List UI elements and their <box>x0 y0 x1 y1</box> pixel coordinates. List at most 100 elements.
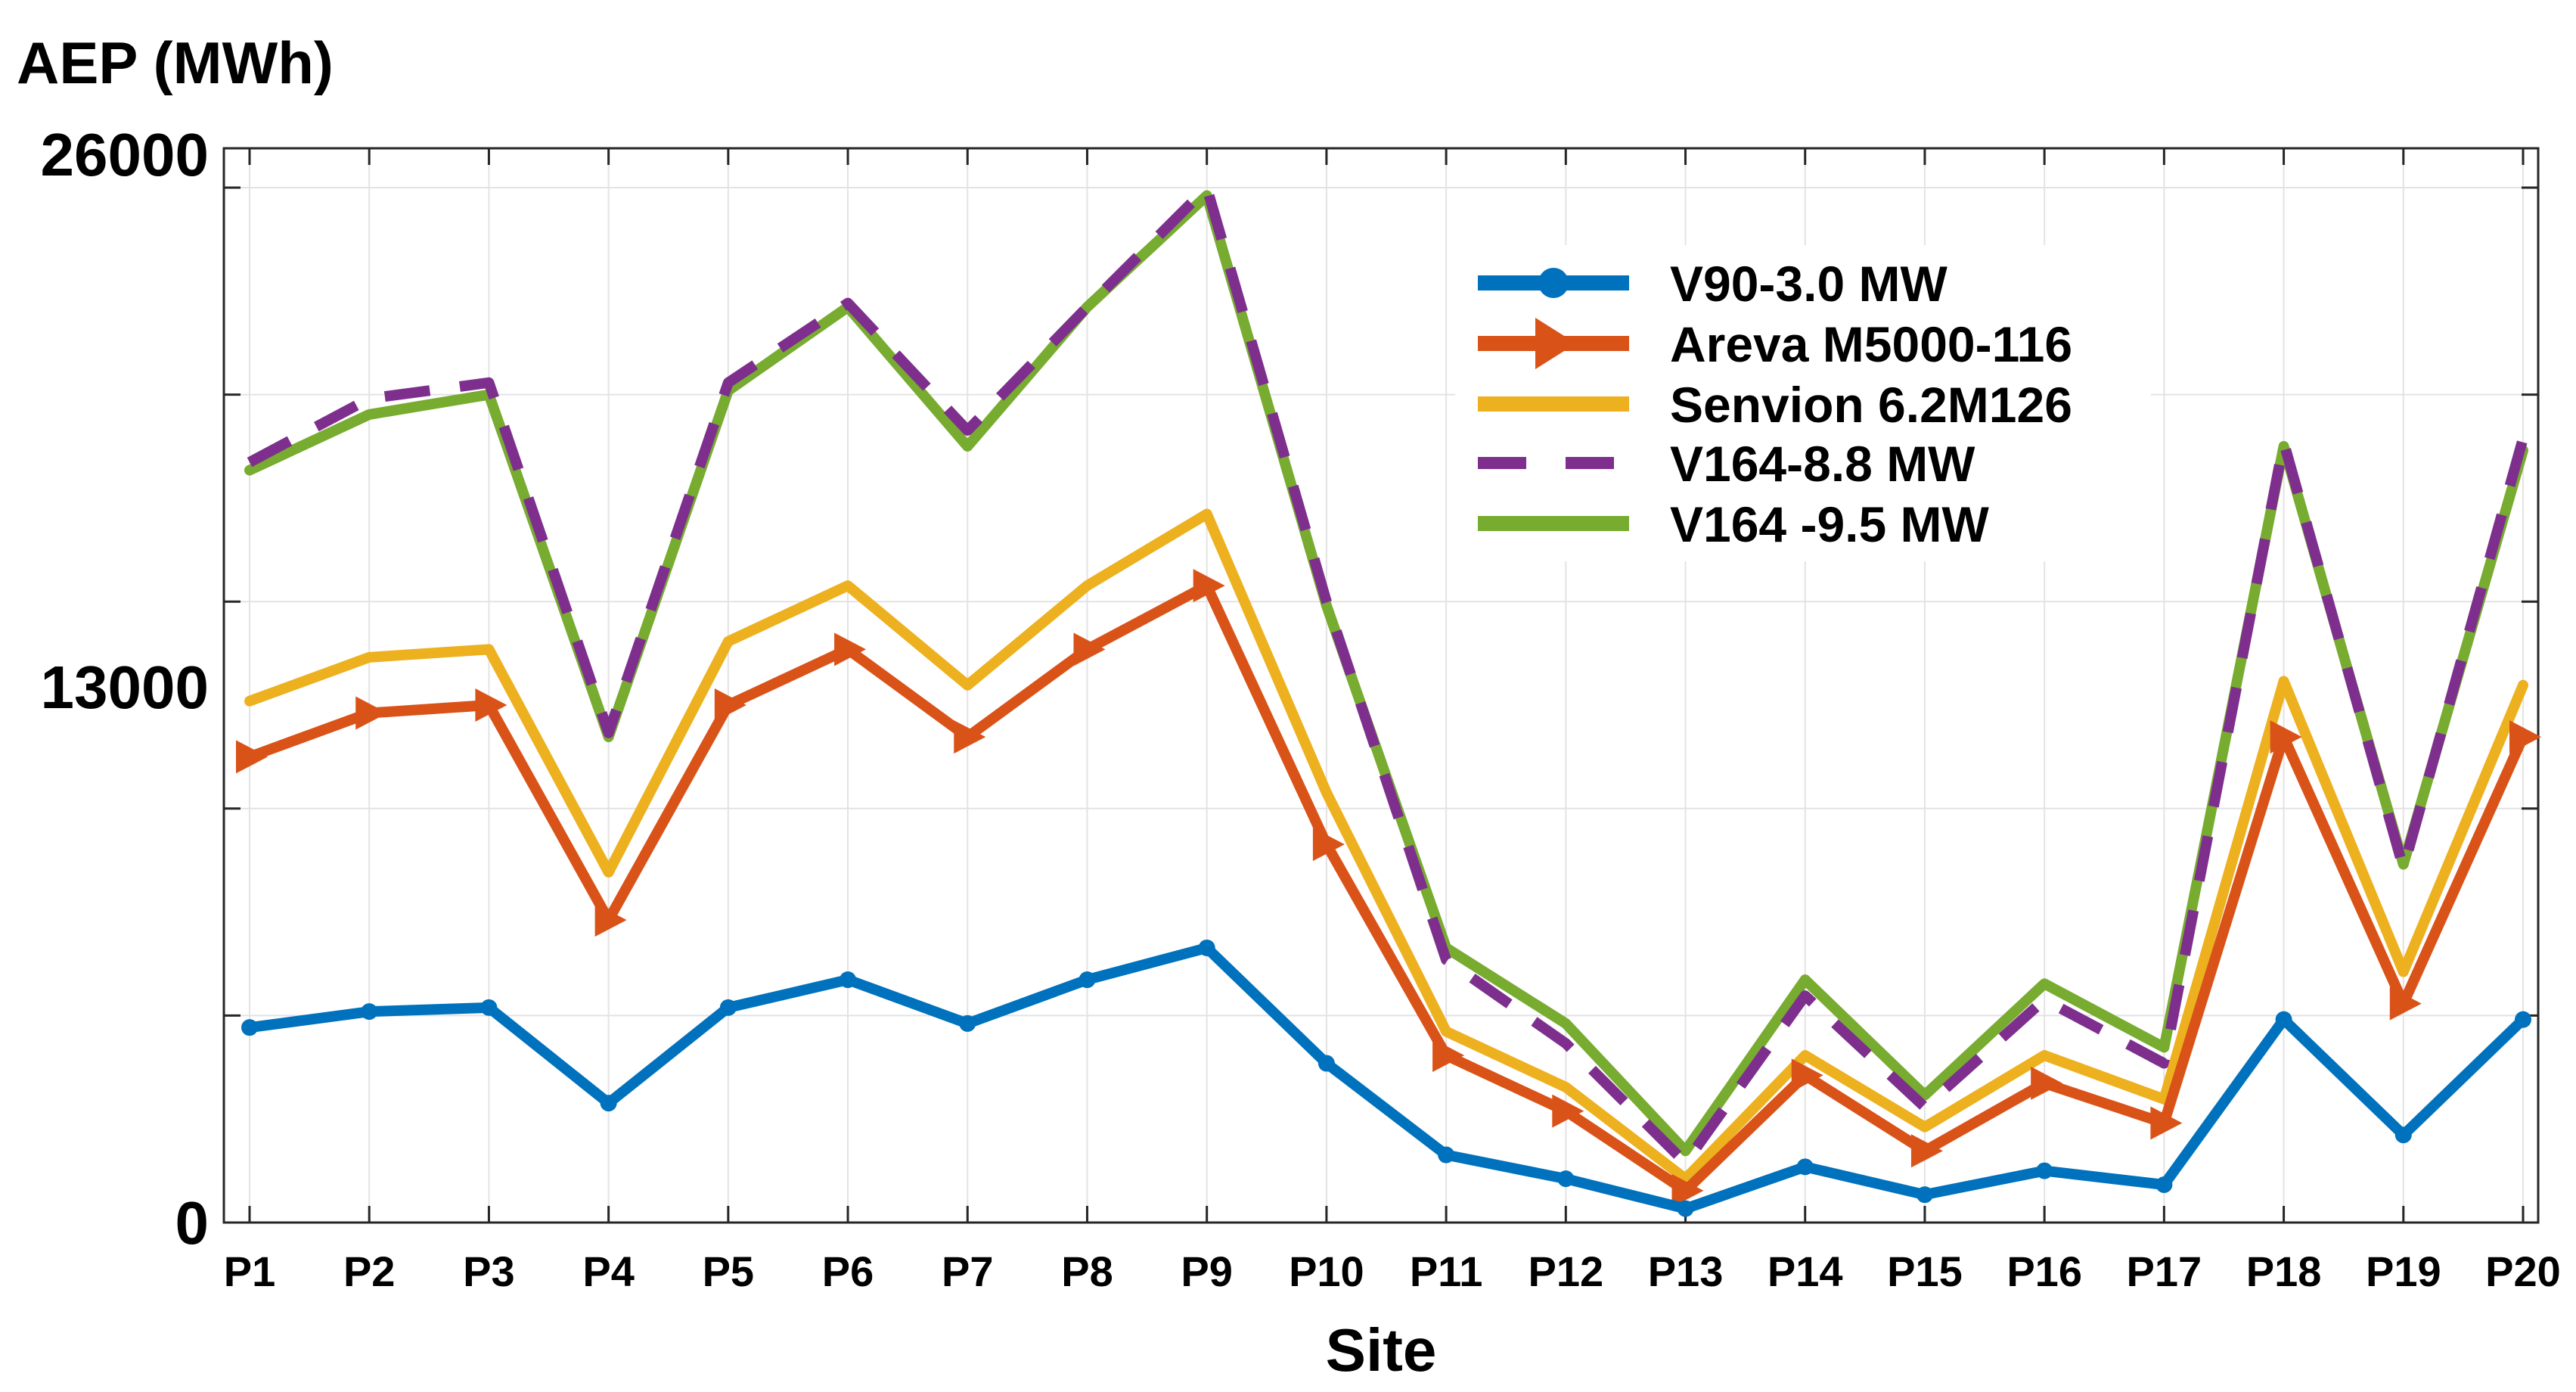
data-point <box>2403 868 2404 869</box>
x-tick-label: P11 <box>1410 1248 1483 1295</box>
y-axis-title: AEP (MWh) <box>17 30 334 96</box>
data-point <box>1326 792 1327 794</box>
data-point <box>1677 1200 1694 1217</box>
series-1 <box>236 569 2541 1207</box>
series-2 <box>244 508 2528 1185</box>
x-tick-label: P14 <box>1768 1248 1843 1295</box>
data-point <box>368 414 370 415</box>
data-point <box>728 641 729 642</box>
data-point <box>2394 1126 2412 1144</box>
data-point <box>1685 1162 1687 1164</box>
y-tick-label: 13000 <box>41 654 209 721</box>
x-tick-label: P2 <box>343 1248 396 1295</box>
data-point <box>1312 828 1345 862</box>
data-point <box>1206 513 1208 514</box>
data-point <box>719 999 737 1016</box>
data-point <box>368 657 370 658</box>
data-point <box>2509 720 2541 754</box>
data-point <box>1206 187 1208 188</box>
x-tick-label: P15 <box>1887 1248 1963 1295</box>
axis-ticks: P1 P2 P3 P4 P5 P6 P7 P8 P9 P10 P11 P12 P13 P14 P15 P16 P… <box>41 121 2561 1295</box>
data-point <box>1805 979 1806 980</box>
data-point <box>1565 1042 1566 1044</box>
data-point <box>2036 1162 2053 1179</box>
data-point <box>368 398 370 399</box>
x-tick-label: P7 <box>942 1248 994 1295</box>
data-point <box>1805 995 1806 996</box>
series-line <box>244 508 2528 1185</box>
legend-entry: V164-8.8 MW <box>1478 436 1975 492</box>
data-point <box>2270 720 2302 754</box>
x-tick-label: P17 <box>2127 1248 2202 1295</box>
data-point <box>1565 1023 1566 1024</box>
data-point <box>488 648 489 650</box>
x-tick-label: P1 <box>224 1248 276 1295</box>
legend-label: V164-8.8 MW <box>1670 436 1975 492</box>
data-point <box>2283 442 2285 443</box>
x-tick-label: P9 <box>1181 1248 1233 1295</box>
data-point <box>1685 1150 1687 1151</box>
data-point <box>1552 1094 1584 1128</box>
data-point <box>2283 446 2285 447</box>
x-tick-label: P12 <box>1528 1248 1603 1295</box>
data-point <box>1086 306 1088 308</box>
x-tick-label: P16 <box>2006 1248 2082 1295</box>
data-point <box>2044 983 2045 984</box>
data-point <box>967 446 968 447</box>
data-point <box>1445 1030 1447 1032</box>
data-point <box>2275 1011 2292 1028</box>
legend-label: Areva M5000-116 <box>1670 316 2072 372</box>
data-point <box>2403 863 2404 865</box>
data-point <box>840 971 857 989</box>
data-point <box>1073 632 1106 666</box>
data-point <box>847 585 849 586</box>
data-point <box>714 688 746 722</box>
legend-label: Senvion 6.2M126 <box>1670 377 2072 433</box>
data-point <box>1924 1095 1926 1096</box>
legend-entry: V164 -9.5 MW <box>1478 496 1990 552</box>
data-point <box>2522 437 2524 439</box>
y-tick-label: 0 <box>175 1189 209 1257</box>
data-point <box>1671 1173 1704 1207</box>
data-point <box>2155 1176 2173 1194</box>
data-point <box>2163 1098 2165 1100</box>
data-point <box>480 999 498 1016</box>
data-point <box>1910 1134 1943 1168</box>
data-point <box>2150 1106 2183 1140</box>
data-point <box>2403 971 2404 973</box>
data-point <box>608 732 610 734</box>
data-point <box>1326 604 1327 606</box>
data-point <box>361 1003 378 1021</box>
legend-entry: Areva M5000-116 <box>1478 316 2072 372</box>
data-point <box>1445 959 1447 961</box>
data-point <box>967 430 968 431</box>
data-point <box>1193 569 1225 603</box>
data-point <box>1685 1178 1687 1179</box>
data-point <box>1326 601 1327 602</box>
data-point <box>728 382 729 384</box>
series-line <box>247 182 2528 1169</box>
data-point <box>2163 1046 2165 1048</box>
legend-entry: V90-3.0 MW <box>1478 256 1948 312</box>
data-point <box>2163 1063 2165 1064</box>
x-tick-label: P4 <box>582 1248 635 1295</box>
series-0 <box>241 939 2531 1217</box>
legend-label: V164 -9.5 MW <box>1670 496 1990 552</box>
data-point <box>1079 971 1096 989</box>
series-line <box>244 580 2528 1196</box>
series-line <box>244 942 2528 1214</box>
x-tick-label: P13 <box>1648 1248 1724 1295</box>
data-point <box>1924 1126 1926 1128</box>
data-point <box>1924 1106 1926 1108</box>
data-point <box>249 470 250 471</box>
data-point <box>954 720 986 754</box>
legend-marker <box>1538 268 1569 298</box>
x-axis-title: Site <box>1326 1316 1437 1384</box>
data-point <box>600 1095 617 1112</box>
data-point <box>608 872 610 873</box>
data-point <box>594 903 627 937</box>
plot-frame <box>222 147 2540 1224</box>
legend-label: V90-3.0 MW <box>1670 256 1948 312</box>
plot-area <box>224 148 2538 1223</box>
